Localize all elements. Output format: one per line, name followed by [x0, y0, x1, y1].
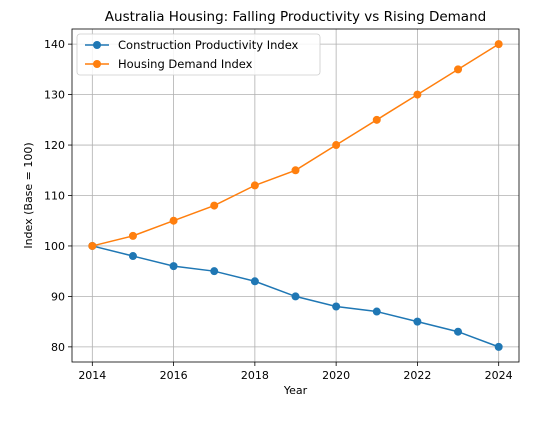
y-tick-label: 140 — [44, 38, 65, 51]
data-point — [413, 90, 422, 99]
legend-marker — [93, 41, 101, 49]
x-axis-label: Year — [283, 384, 308, 397]
data-point — [128, 252, 137, 261]
y-tick-label: 120 — [44, 139, 65, 152]
y-tick-label: 100 — [44, 240, 65, 253]
x-tick-label: 2014 — [78, 369, 106, 382]
grid-lines — [72, 29, 519, 362]
legend-marker — [93, 60, 101, 68]
y-tick-label: 130 — [44, 89, 65, 102]
x-tick-label: 2020 — [322, 369, 350, 382]
y-tick-label: 90 — [51, 290, 65, 303]
data-point — [291, 166, 300, 175]
legend-label: Construction Productivity Index — [118, 38, 299, 52]
legend-label: Housing Demand Index — [118, 57, 253, 71]
data-point — [210, 201, 219, 210]
y-tick-label: 110 — [44, 190, 65, 203]
legend-box — [76, 33, 321, 76]
data-point — [169, 262, 178, 271]
data-point — [291, 292, 300, 301]
x-tick-label: 2022 — [403, 369, 431, 382]
data-point — [372, 115, 381, 124]
x-tick-label: 2016 — [160, 369, 188, 382]
x-axis-ticks: 2014 2016 2018 2020 2022 2024 — [78, 362, 513, 382]
y-axis-ticks: 80 90 100 110 120 130 140 — [44, 38, 72, 354]
legend-entry: Housing Demand Index — [85, 57, 253, 71]
data-point — [250, 277, 259, 286]
data-point — [210, 267, 219, 276]
y-axis-label: Index (Base = 100) — [22, 142, 35, 248]
data-point — [454, 65, 463, 74]
data-point — [494, 342, 503, 351]
data-point — [332, 141, 341, 150]
data-point — [413, 317, 422, 326]
data-point — [169, 216, 178, 225]
data-point — [494, 40, 503, 49]
y-tick-label: 80 — [51, 341, 65, 354]
legend-entry: Construction Productivity Index — [85, 38, 299, 52]
data-point — [372, 307, 381, 316]
x-tick-label: 2018 — [241, 369, 269, 382]
series-2 — [88, 40, 503, 250]
data-point — [250, 181, 259, 190]
data-point — [88, 241, 97, 250]
x-tick-label: 2024 — [485, 369, 513, 382]
data-point — [332, 302, 341, 311]
data-point — [454, 327, 463, 336]
data-point — [128, 231, 137, 240]
chart-title: Australia Housing: Falling Productivity … — [105, 9, 486, 25]
series-layer — [88, 40, 503, 351]
legend: Construction Productivity Index Housing D… — [76, 33, 321, 76]
